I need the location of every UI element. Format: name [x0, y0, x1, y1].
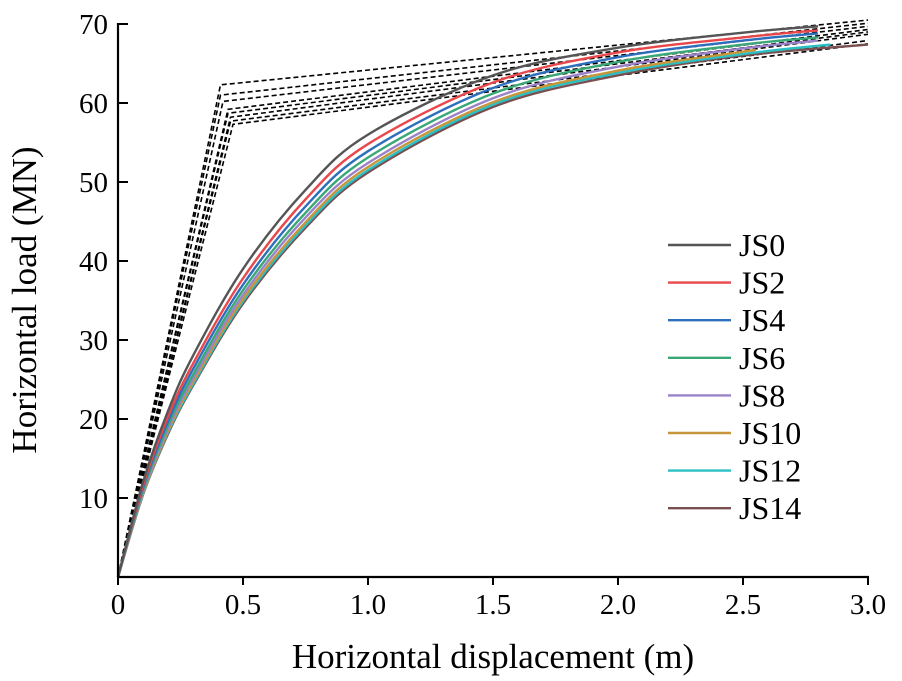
- y-tick-label: 20: [79, 404, 108, 436]
- legend-label: JS4: [739, 302, 785, 338]
- legend-item-js0: JS0: [668, 227, 785, 263]
- legend-label: JS10: [739, 415, 801, 451]
- x-tick-label: 3.0: [850, 589, 886, 621]
- bilinear-fit-line-7: [117, 42, 869, 578]
- x-tick-label: 2.5: [725, 589, 761, 621]
- x-tick-label: 0: [111, 589, 126, 621]
- y-tick-label: 70: [79, 9, 108, 41]
- series-line-js0: [116, 25, 819, 578]
- y-tick-label: 50: [79, 167, 108, 199]
- x-tick-label: 2.0: [600, 589, 636, 621]
- y-tick-label: 40: [79, 246, 108, 278]
- y-axis-label: Horizontal load (MN): [5, 146, 44, 453]
- bilinear-fit-line-4: [117, 31, 869, 578]
- legend-label: JS8: [739, 377, 785, 413]
- series-lines: [116, 25, 869, 578]
- axes: 0 0.5 1.0 1.5 2.0 2.5 3.0 10 20 30 40 50 60 70: [79, 9, 886, 621]
- legend-item-js12: JS12: [668, 453, 801, 489]
- series-line-js6: [116, 36, 819, 578]
- legend-label: JS2: [739, 265, 785, 301]
- legend-item-js2: JS2: [668, 265, 785, 301]
- legend-item-js6: JS6: [668, 340, 785, 376]
- legend-item-js8: JS8: [668, 377, 785, 413]
- y-tick-label: 30: [79, 325, 108, 357]
- series-line-js4: [116, 32, 819, 578]
- legend-item-js4: JS4: [668, 302, 785, 338]
- legend-label: JS0: [739, 227, 785, 263]
- legend-label: JS6: [739, 340, 785, 376]
- legend-label: JS12: [739, 453, 801, 489]
- series-line-js2: [116, 29, 819, 578]
- legend-label: JS14: [739, 490, 801, 526]
- legend-item-js10: JS10: [668, 415, 801, 451]
- bilinear-fit-line-1: [117, 22, 869, 578]
- x-tick-label: 1.5: [475, 589, 511, 621]
- y-tick-label: 60: [79, 88, 108, 120]
- x-tick-label: 1.0: [350, 589, 386, 621]
- y-tick-label: 10: [79, 483, 108, 515]
- bilinear-fit-line-2: [117, 25, 869, 578]
- bilinear-fit-line-5: [117, 33, 869, 578]
- x-tick-label: 0.5: [225, 589, 261, 621]
- legend-item-js14: JS14: [668, 490, 801, 526]
- x-axis-label: Horizontal displacement (m): [292, 637, 694, 676]
